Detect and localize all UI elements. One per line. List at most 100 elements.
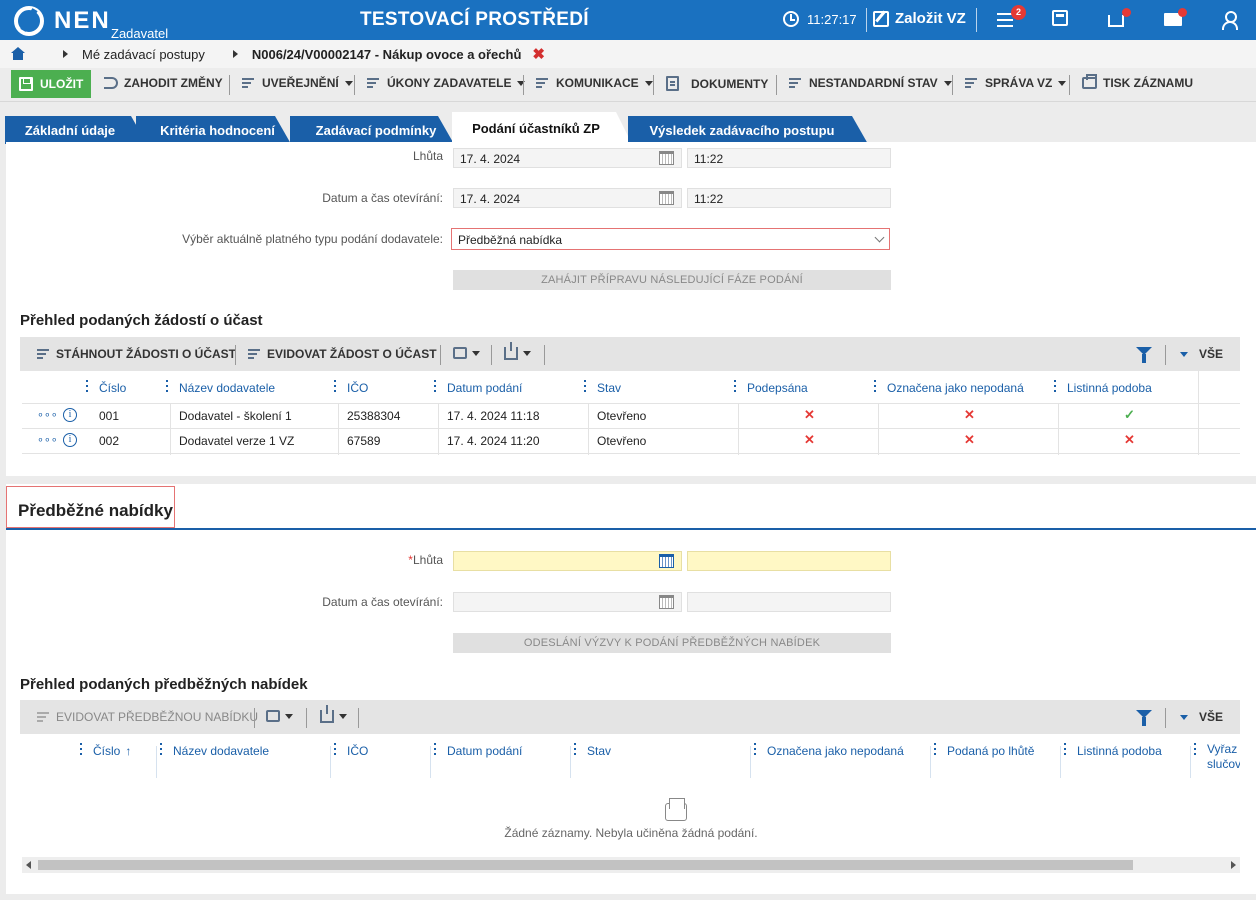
column-header-number[interactable]: Číslo ↑ — [79, 734, 132, 766]
scrollbar-thumb[interactable] — [38, 860, 1133, 870]
breadcrumb-current-contract[interactable]: N006/24/V00002147 - Nákup ovoce a ořechů — [251, 46, 522, 62]
column-header-state[interactable]: Stav — [573, 734, 611, 766]
column-header-state[interactable]: Stav — [583, 371, 621, 403]
logo-icon — [14, 6, 44, 36]
horizontal-scrollbar[interactable] — [22, 857, 1240, 873]
column-header-date[interactable]: Datum podání — [433, 734, 522, 766]
sort-ascending-icon: ↑ — [125, 744, 132, 758]
nonstandard-state-menu[interactable]: NESTANDARDNÍ STAV — [789, 76, 952, 90]
deadline-time-field[interactable]: 11:22 — [687, 148, 891, 168]
opening-time-field[interactable]: 11:22 — [687, 188, 891, 208]
contract-management-label: SPRÁVA VZ — [985, 76, 1053, 90]
column-header-paper-form[interactable]: Listinná podoba — [1064, 734, 1162, 766]
contract-management-menu[interactable]: SPRÁVA VZ — [965, 76, 1067, 90]
discard-changes-button[interactable]: ZAHODIT ZMĚNY — [104, 76, 223, 90]
column-header-supplier[interactable]: Název dodavatele — [165, 371, 275, 403]
home-icon[interactable] — [11, 47, 25, 61]
opening-date-field[interactable]: 17. 4. 2024 — [453, 188, 682, 208]
column-header-exclusion[interactable]: Vyřaz slučov — [1193, 734, 1240, 771]
column-header-exclusion-line1: Vyřaz — [1207, 742, 1238, 756]
column-header-ico[interactable]: IČO — [333, 371, 368, 403]
column-header-not-submitted[interactable]: Označena jako nepodaná — [754, 734, 904, 766]
submission-type-select[interactable]: Předběžná nabídka — [451, 228, 890, 250]
download-requests-button[interactable]: STÁHNOUT ŽÁDOSTI O ÚČAST — [37, 347, 236, 361]
save-button[interactable]: ULOŽIT — [11, 70, 91, 98]
action-icon — [789, 76, 803, 90]
calendar-icon[interactable] — [659, 151, 674, 165]
empty-tray-icon — [665, 798, 687, 821]
show-all-toggle[interactable]: VŠE — [1180, 710, 1223, 724]
offer-opening-date-field[interactable] — [453, 592, 682, 612]
column-header-paper-form[interactable]: Listinná podoba — [1054, 371, 1152, 403]
calendar-icon[interactable] — [659, 191, 674, 205]
info-icon[interactable]: i — [63, 433, 77, 447]
discard-label: ZAHODIT ZMĚNY — [124, 76, 223, 90]
grid-line — [570, 746, 571, 778]
communication-menu[interactable]: KOMUNIKACE — [536, 76, 653, 90]
calendar-icon[interactable] — [659, 595, 674, 609]
preliminary-offers-panel: Předběžné nabídky *Lhůta Datum a čas ote… — [6, 484, 1256, 894]
publication-menu[interactable]: UVEŘEJNĚNÍ — [242, 76, 353, 90]
show-all-toggle[interactable]: VŠE — [1180, 347, 1223, 361]
copy-menu[interactable] — [453, 347, 480, 359]
environment-title: TESTOVACÍ PROSTŘEDÍ — [360, 9, 589, 30]
breadcrumb-my-procedures[interactable]: Mé zadávací postupy — [82, 46, 205, 62]
offer-deadline-date-field[interactable] — [453, 551, 682, 571]
create-contract-button[interactable]: Založit VZ — [873, 10, 966, 27]
calculator-icon[interactable] — [1052, 10, 1068, 26]
tab-evaluation-criteria[interactable]: Kritéria hodnocení — [136, 116, 291, 144]
column-header-ico[interactable]: IČO — [333, 734, 368, 766]
scroll-left-icon[interactable] — [26, 861, 31, 869]
tab-procedure-result[interactable]: Výsledek zadávacího postupu — [628, 116, 868, 144]
print-record-button[interactable]: TISK ZÁZNAMU — [1082, 74, 1193, 90]
register-request-button[interactable]: EVIDOVAT ŽÁDOST O ÚČAST — [248, 347, 437, 361]
row-menu-icon[interactable]: ∘∘∘ — [37, 434, 58, 446]
session-clock: 11:27:17 — [783, 11, 857, 27]
preliminary-offers-title: Předběžné nabídky — [6, 486, 175, 528]
column-header-not-submitted[interactable]: Označena jako nepodaná — [874, 371, 1024, 403]
column-header-date[interactable]: Datum podání — [433, 371, 522, 403]
row-menu-icon[interactable]: ∘∘∘ — [37, 409, 58, 421]
filter-icon[interactable] — [1136, 347, 1152, 363]
opening-label: Datum a čas otevírání: — [322, 191, 443, 205]
tab-basic-info[interactable]: Základní údaje — [5, 116, 147, 144]
offer-opening-time-field[interactable] — [687, 592, 891, 612]
column-header-signed[interactable]: Podepsána — [734, 371, 808, 403]
header-divider — [866, 8, 867, 32]
scroll-right-icon[interactable] — [1231, 861, 1236, 869]
info-icon[interactable]: i — [63, 408, 77, 422]
deadline-date-field[interactable]: 17. 4. 2024 — [453, 148, 682, 168]
register-offer-button[interactable]: EVIDOVAT PŘEDBĚŽNOU NABÍDKU — [37, 710, 258, 724]
contracting-actions-menu[interactable]: ÚKONY ZADAVATELE — [367, 76, 526, 90]
close-contract-icon[interactable]: ✖ — [532, 46, 545, 63]
register-request-label: EVIDOVAT ŽÁDOST O ÚČAST — [267, 347, 437, 361]
tab-contract-conditions[interactable]: Zadávací podmínky — [290, 116, 454, 144]
send-preliminary-offer-invitation-button[interactable]: ODESLÁNÍ VÝZVY K PODÁNÍ PŘEDBĚŽNÝCH NABÍ… — [453, 633, 891, 653]
logo-subtitle: Zadavatel — [111, 26, 169, 41]
column-header-late[interactable]: Podaná po lhůtě — [933, 734, 1034, 766]
grid-line — [750, 746, 751, 778]
column-header-supplier[interactable]: Název dodavatele — [159, 734, 269, 766]
documents-button[interactable]: DOKUMENTY — [666, 76, 768, 91]
clock-icon — [783, 11, 799, 27]
menu-icon[interactable] — [995, 10, 1015, 30]
filter-icon[interactable] — [1136, 710, 1152, 726]
export-menu[interactable] — [320, 705, 347, 723]
copy-menu[interactable] — [266, 710, 293, 722]
not-submitted-no-icon: ✕ — [964, 432, 975, 447]
export-icon — [504, 342, 518, 360]
top-bar: NEN Zadavatel TESTOVACÍ PROSTŘEDÍ 11:27:… — [0, 0, 1256, 41]
column-header-number[interactable]: Číslo — [85, 371, 126, 403]
tab-participant-submissions[interactable]: Podání účastníků ZP — [452, 112, 632, 144]
mail-icon[interactable] — [1164, 13, 1182, 26]
offer-deadline-time-field[interactable] — [687, 551, 891, 571]
toolbar-divider — [235, 345, 236, 365]
export-menu[interactable] — [504, 342, 531, 360]
start-next-phase-button[interactable]: ZAHÁJIT PŘÍPRAVU NÁSLEDUJÍCÍ FÁZE PODÁNÍ — [453, 270, 891, 290]
action-icon — [248, 347, 262, 361]
grid-line — [930, 746, 931, 778]
calendar-icon[interactable] — [659, 554, 674, 568]
inbox-icon[interactable] — [1108, 15, 1124, 27]
user-icon[interactable] — [1220, 10, 1240, 30]
undo-icon — [104, 77, 118, 89]
